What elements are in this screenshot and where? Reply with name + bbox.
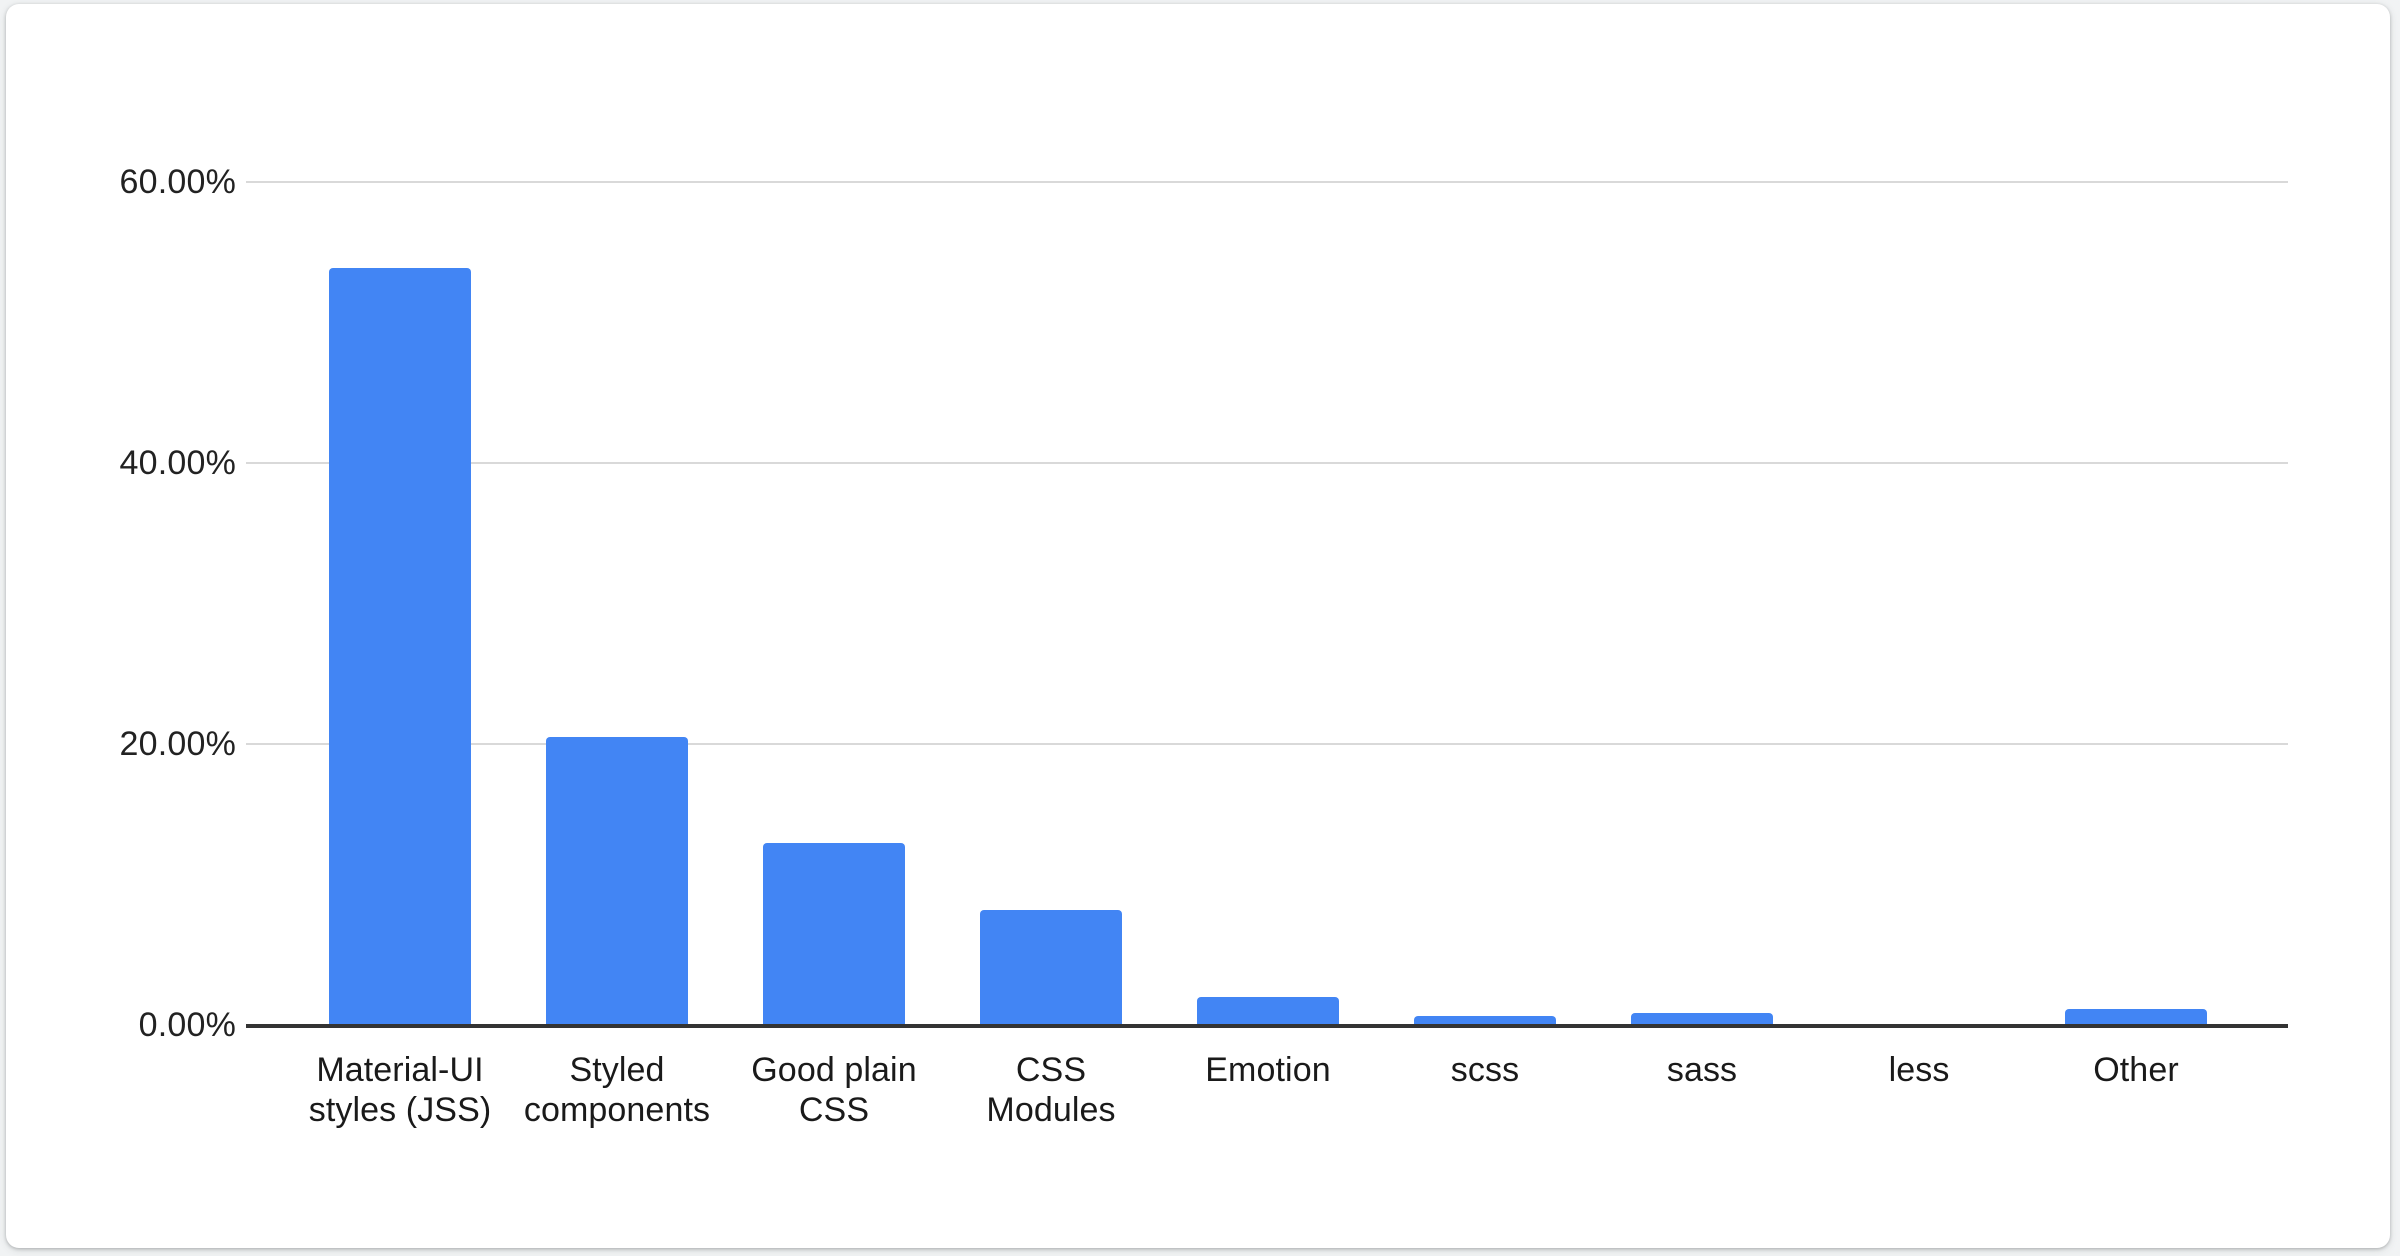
bar-scss[interactable]: [1414, 1016, 1556, 1024]
x-tick-label-line-1: Material-UI: [316, 1051, 484, 1089]
y-tick-label-60: 60.00%: [119, 163, 236, 201]
y-tick-label-0: 0.00%: [138, 1006, 236, 1044]
x-tick-label-styled-components: Styled components: [497, 1050, 737, 1130]
y-tick-label-40: 40.00%: [119, 444, 236, 482]
x-tick-label-line-2: components: [523, 1091, 711, 1130]
x-tick-label-other: Other: [2016, 1050, 2256, 1090]
bar-good-plain-css[interactable]: [763, 843, 905, 1024]
x-tick-label-line-1: Other: [2093, 1051, 2179, 1089]
chart-card: 60.00% 40.00% 20.00% 0.00% Material-UI s…: [6, 4, 2390, 1248]
x-tick-label-css-modules: CSS Modules: [931, 1050, 1171, 1130]
plot-area: 60.00% 40.00% 20.00% 0.00% Material-UI s…: [6, 4, 2390, 1248]
x-tick-label-line-2: CSS: [798, 1091, 870, 1130]
bar-css-modules[interactable]: [980, 910, 1122, 1024]
x-tick-label-line-1: less: [1888, 1051, 1950, 1089]
x-tick-label-line-1: Styled: [569, 1051, 665, 1089]
x-tick-label-line-1: Good plain: [751, 1051, 917, 1089]
bar-other[interactable]: [2065, 1009, 2207, 1024]
bar-sass[interactable]: [1631, 1013, 1773, 1024]
x-tick-label-material-ui-styles-jss: Material-UI styles (JSS): [280, 1050, 520, 1130]
gridline-20: [246, 743, 2288, 745]
x-tick-label-scss: scss: [1365, 1050, 1605, 1090]
x-tick-label-line-2: Modules: [986, 1091, 1116, 1130]
x-tick-label-line-1: sass: [1666, 1051, 1738, 1089]
x-tick-label-less: less: [1799, 1050, 2039, 1090]
bar-material-ui-styles-jss[interactable]: [329, 268, 471, 1024]
x-tick-label-good-plain-css: Good plain CSS: [714, 1050, 954, 1130]
bars-layer: [6, 4, 2390, 1248]
bar-emotion[interactable]: [1197, 997, 1339, 1024]
x-tick-label-emotion: Emotion: [1148, 1050, 1388, 1090]
x-axis-line: [246, 1024, 2288, 1028]
gridline-40: [246, 462, 2288, 464]
x-tick-label-sass: sass: [1582, 1050, 1822, 1090]
bar-styled-components[interactable]: [546, 737, 688, 1024]
y-tick-label-20: 20.00%: [119, 725, 236, 763]
x-tick-label-line-1: scss: [1450, 1051, 1520, 1089]
x-tick-label-line-2: styles (JSS): [308, 1091, 492, 1130]
x-tick-label-line-1: Emotion: [1205, 1051, 1331, 1089]
gridline-60: [246, 181, 2288, 183]
x-tick-label-line-1: CSS: [1015, 1051, 1087, 1089]
